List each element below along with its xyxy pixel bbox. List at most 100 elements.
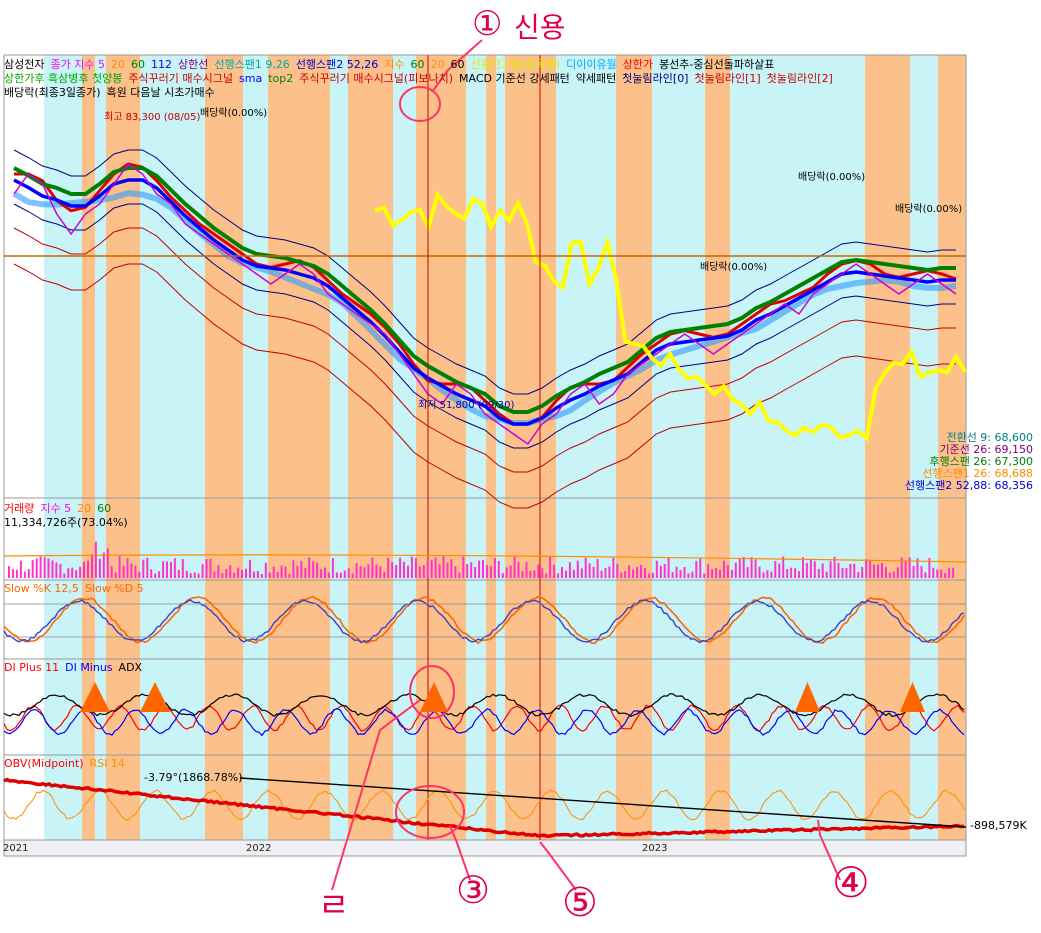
volume-bar xyxy=(936,569,939,578)
volume-bar xyxy=(798,571,800,578)
band-0-0 xyxy=(44,55,82,498)
volume-bar xyxy=(730,569,733,578)
volume-bar xyxy=(434,557,437,578)
band-0-3 xyxy=(106,55,140,498)
volume-bar xyxy=(809,559,812,578)
handwritten-number-1: ① xyxy=(472,4,503,44)
volume-bar xyxy=(383,571,386,578)
volume-legend-item-2: 20 xyxy=(77,502,92,515)
x-tick-2022: 2022 xyxy=(246,843,272,854)
band-2-19 xyxy=(705,580,730,659)
band-2-15 xyxy=(505,580,556,659)
volume-bar xyxy=(300,560,303,578)
band-1-22 xyxy=(910,498,938,580)
band-3-10 xyxy=(393,659,416,755)
volume-bar xyxy=(391,562,394,578)
volume-bar xyxy=(327,572,330,578)
volume-bar xyxy=(912,565,915,578)
volume-bar xyxy=(663,564,666,578)
volume-bar xyxy=(778,563,781,578)
volume-bar xyxy=(450,559,453,578)
obv-legend-item-0: OBV(Midpoint) xyxy=(4,757,84,770)
volume-bar xyxy=(667,557,670,578)
volume-bar xyxy=(786,569,789,578)
legend-item-3: 60 xyxy=(130,58,145,71)
volume-bar xyxy=(462,556,465,578)
ma-blue-line xyxy=(13,178,956,426)
volume-bar xyxy=(225,569,228,578)
volume-bar xyxy=(525,561,528,578)
volume-bar xyxy=(671,572,674,578)
volume-bar xyxy=(782,556,785,578)
volume-bar xyxy=(158,571,161,578)
volume-bar xyxy=(568,562,571,578)
volume-bar xyxy=(71,567,74,578)
volume-bar xyxy=(91,554,93,578)
right-value-4: 선행스팬2 52,88: 68,356 xyxy=(904,479,1033,492)
band-4-3 xyxy=(106,755,140,840)
band-3-23 xyxy=(938,659,966,755)
volume-bar xyxy=(636,566,639,578)
volume-bar xyxy=(189,573,192,578)
volume-bar xyxy=(442,556,445,578)
volume-bar xyxy=(426,561,429,578)
band-2-12 xyxy=(466,580,486,659)
volume-bar xyxy=(260,574,263,578)
volume-bar xyxy=(802,557,804,578)
band-4-1 xyxy=(82,755,95,840)
band-1-13 xyxy=(486,498,496,580)
band-3-0 xyxy=(44,659,82,755)
high-annotation: 최고 83,300 (08/05) xyxy=(104,112,201,123)
volume-bar xyxy=(853,563,856,578)
legend-item-1: 흑원 다음날 시초가매수 xyxy=(106,86,215,99)
volume-bar xyxy=(928,558,931,578)
band-1-19 xyxy=(705,498,730,580)
volume-bar xyxy=(493,558,496,578)
dividend-label: 배당락(0.00%) xyxy=(700,262,768,273)
volume-bar xyxy=(27,569,30,578)
hand-arrow-4 xyxy=(817,819,841,881)
volume-bar xyxy=(43,557,46,578)
volume-bar xyxy=(403,561,405,578)
volume-bar xyxy=(458,572,461,578)
legend-item-0: 삼성전자 xyxy=(4,58,45,71)
obv-line xyxy=(3,777,965,838)
volume-bar xyxy=(110,566,113,578)
legend-item-5: MACD 기준선 강세패턴 xyxy=(459,72,570,85)
volume-bar xyxy=(924,572,927,578)
band-0-20 xyxy=(730,55,865,498)
legend-item-4: 112 xyxy=(150,58,172,71)
volume-bar xyxy=(98,558,101,578)
volume-bar xyxy=(541,568,544,578)
volume-bar xyxy=(252,571,255,578)
volume-bar xyxy=(67,568,70,578)
volume-bar xyxy=(256,571,259,578)
volume-bar xyxy=(659,565,662,578)
band-3-14 xyxy=(496,659,505,755)
band-0-8 xyxy=(330,55,348,498)
volume-bar xyxy=(766,570,769,578)
volume-bar xyxy=(572,569,575,578)
volume-bar xyxy=(430,559,433,578)
volume-bar xyxy=(118,556,121,578)
volume-bar xyxy=(869,560,872,578)
volume-bar xyxy=(150,569,153,578)
band-1-17 xyxy=(616,498,652,580)
band-3-19 xyxy=(705,659,730,755)
volume-bar xyxy=(347,568,350,578)
stochastic-legend: Slow %K 12,5 Slow %D 5 xyxy=(4,582,150,595)
volume-bar xyxy=(691,571,694,578)
volume-bar xyxy=(474,567,477,578)
volume-bar xyxy=(505,567,508,578)
volume-bar xyxy=(292,560,295,578)
envelope-line-2 xyxy=(13,149,956,395)
volume-bar xyxy=(845,568,848,578)
legend-item-2: 20 xyxy=(110,58,125,71)
band-2-5 xyxy=(205,580,243,659)
volume-bar xyxy=(881,563,883,578)
volume-bar xyxy=(940,569,943,578)
band-0-4 xyxy=(140,55,205,498)
right-value-1: 기준선 26: 69,150 xyxy=(939,443,1033,456)
volume-bar xyxy=(130,563,133,578)
volume-bar xyxy=(213,571,216,578)
